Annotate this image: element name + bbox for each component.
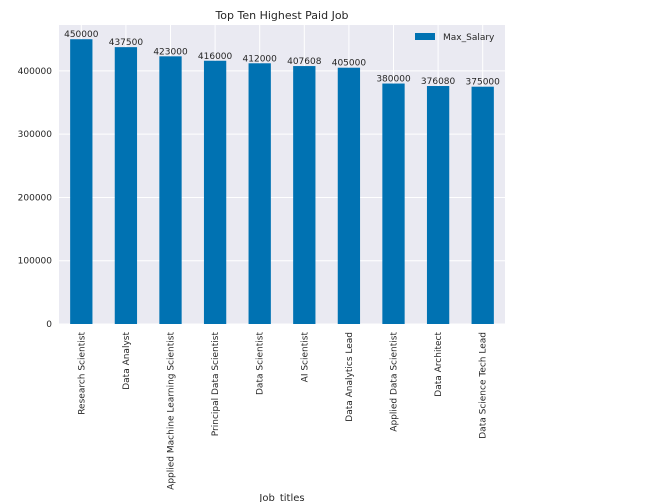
x-tick-label: Principal Data Scientist	[211, 332, 221, 437]
bar	[293, 66, 316, 324]
bar	[382, 83, 405, 324]
data-labels: 450000 437500 423000 416000 412000 407608 4050…	[64, 30, 500, 87]
bar-value-label: 416000	[198, 52, 233, 62]
x-tick-label: Data Analytics Lead	[345, 332, 355, 422]
bar	[248, 63, 271, 324]
x-tick-label: Data Architect	[434, 332, 444, 397]
bar	[114, 47, 138, 325]
bar-value-label: 376080	[421, 77, 456, 87]
bar-value-label: 412000	[243, 54, 278, 64]
x-tick-label: AI Scientist	[300, 332, 310, 383]
y-tick-label: 100000	[18, 257, 53, 267]
bar-value-label: 407608	[287, 57, 322, 67]
y-tick-label: 300000	[18, 130, 53, 140]
x-axis-ticks: Research Scientist Data Analyst Applied Ma…	[77, 332, 488, 490]
bar-value-label: 450000	[64, 30, 99, 40]
x-tick-label: Research Scientist	[77, 332, 87, 415]
bar-value-label: 423000	[153, 47, 188, 57]
bar-value-label: 380000	[376, 75, 411, 85]
bar	[337, 67, 361, 324]
bar	[471, 86, 494, 324]
bar	[203, 60, 227, 324]
x-tick-label: Applied Data Scientist	[390, 332, 400, 432]
bar	[159, 56, 182, 324]
x-tick-label: Data Science Tech Lead	[479, 332, 489, 439]
x-tick-label: Data Analyst	[122, 332, 132, 390]
legend: Max_Salary	[415, 33, 495, 43]
bar-value-label: 405000	[332, 59, 367, 69]
x-axis-label: Job_titles	[258, 493, 304, 502]
y-tick-label: 200000	[18, 193, 53, 203]
y-axis-ticks: 0 100000 200000 300000 400000	[18, 67, 53, 330]
bar	[426, 86, 450, 324]
chart-title: Top Ten Highest Paid Job	[214, 9, 348, 22]
bar	[70, 39, 93, 324]
x-tick-label: Data Scientist	[256, 332, 266, 395]
bar-value-label: 375000	[466, 78, 501, 88]
y-tick-label: 400000	[18, 67, 53, 77]
legend-label: Max_Salary	[443, 33, 495, 43]
bars	[70, 39, 494, 325]
x-tick-label: Applied Machine Learning Scientist	[167, 332, 177, 490]
bar-value-label: 437500	[109, 38, 144, 48]
y-tick-label: 0	[46, 320, 52, 330]
legend-swatch	[415, 33, 435, 40]
